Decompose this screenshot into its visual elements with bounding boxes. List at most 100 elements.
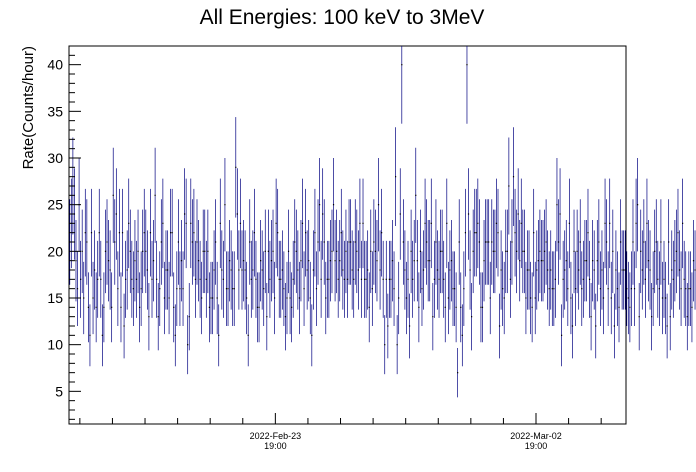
data-point [491,199,493,285]
data-point [284,283,287,351]
data-point [95,272,97,343]
data-point [247,304,249,367]
x-tick-label-time: 19:00 [264,441,287,451]
data-point [680,251,682,326]
data-point [556,158,558,252]
data-points [69,46,696,398]
data-point [318,158,321,252]
data-point [435,199,437,285]
data-point [280,240,282,318]
data-point [492,209,494,294]
data-point [514,188,516,277]
data-point [655,199,657,285]
data-point [218,304,220,367]
data-point [615,230,617,310]
data-point [357,230,359,310]
data-point [683,240,685,318]
data-point [458,199,460,285]
data-point [301,178,304,269]
data-point [590,283,592,351]
data-point [638,283,640,351]
data-point [143,188,145,277]
data-point [128,178,130,269]
data-point [618,272,620,343]
data-point [477,178,479,269]
data-point [689,251,691,326]
data-point [286,261,288,335]
data-point [239,178,242,269]
data-point [543,209,546,294]
data-point [256,272,259,343]
x-tick-label-date: 2022-Mar-02 [510,431,562,441]
data-point [559,168,561,260]
data-point [241,230,243,310]
data-point [517,168,519,260]
chart-title: All Energies: 100 keV to 3MeV [200,6,485,29]
data-point [362,178,364,269]
data-point [474,188,476,277]
data-point [191,199,193,285]
y-tick-label: 30 [47,150,63,166]
data-point [76,251,79,326]
data-point [630,251,633,326]
data-point [86,199,88,285]
data-point [557,199,560,285]
data-point [374,209,377,294]
data-point [626,251,628,326]
data-point [511,199,513,285]
data-point [135,240,138,318]
data-point [132,251,134,326]
data-point [388,240,390,318]
data-point [277,188,279,277]
data-point [595,293,597,359]
data-point [438,240,440,318]
data-point [208,272,211,343]
data-point [540,219,543,302]
data-point [394,127,397,227]
data-point [151,240,153,318]
data-point [592,219,594,302]
data-point [176,251,178,326]
data-point [467,168,470,260]
data-point [334,219,336,302]
data-point [222,240,224,318]
data-point [320,240,322,318]
data-point [104,209,107,294]
data-point [565,219,567,302]
data-point [503,261,505,335]
data-point [348,199,350,285]
data-point [669,283,671,351]
data-point [623,230,625,310]
data-point [129,209,131,294]
data-point [531,272,533,343]
data-point [215,199,217,285]
data-point [371,251,373,326]
data-point [678,230,681,310]
data-point [230,230,232,310]
data-point [651,283,653,351]
y-tick-label: 40 [47,57,63,73]
y-tick-label: 20 [47,243,63,259]
data-point [219,178,221,269]
data-point [278,240,280,318]
data-point [385,240,387,318]
data-point [635,178,637,269]
data-point [447,261,449,335]
data-point [640,209,642,294]
data-point [311,304,313,367]
data-point [98,188,100,277]
plot-frame [68,45,627,425]
data-point [329,219,332,302]
data-point [255,240,257,318]
data-point [346,240,349,318]
data-point [599,251,601,326]
data-point [426,199,428,285]
data-point [382,240,384,318]
data-point [621,230,623,310]
data-point [646,178,648,269]
data-point [165,230,167,310]
data-point [637,158,639,252]
data-point [585,219,588,302]
data-point [391,219,394,302]
